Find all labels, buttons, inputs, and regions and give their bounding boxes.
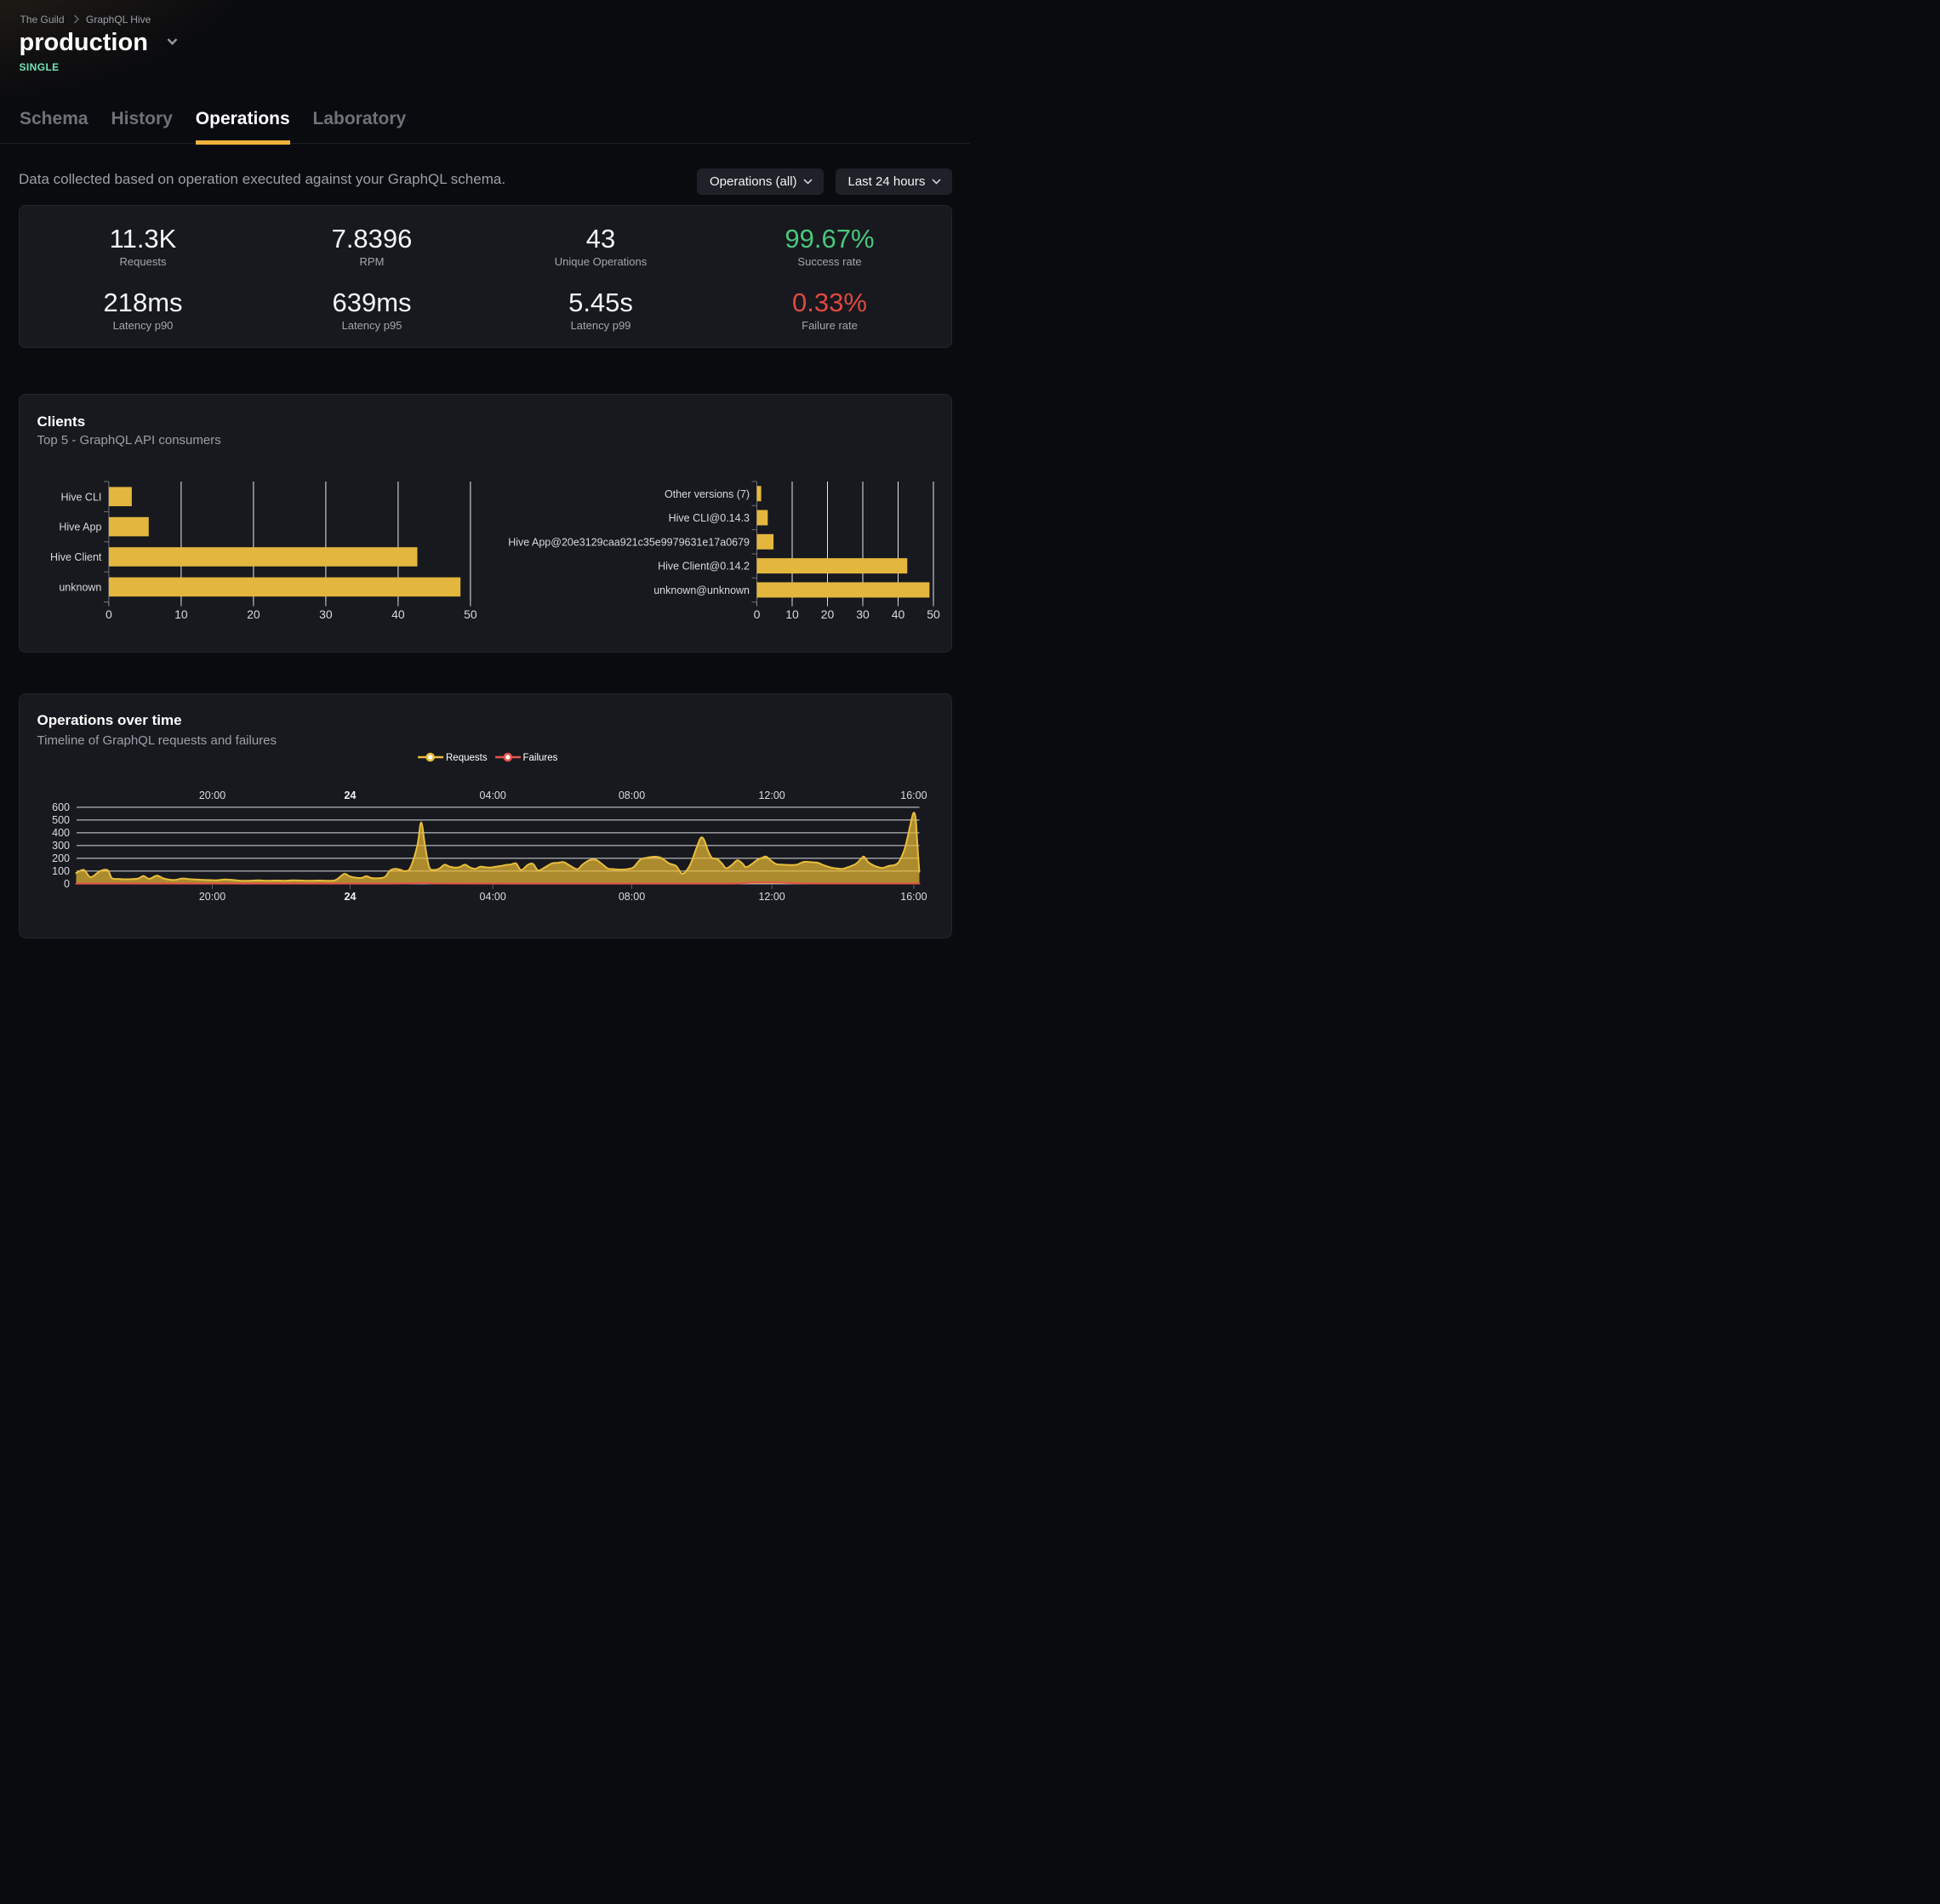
svg-text:0: 0 <box>64 878 70 890</box>
svg-text:Hive CLI: Hive CLI <box>60 491 101 503</box>
svg-text:0: 0 <box>106 607 112 621</box>
svg-text:20: 20 <box>247 607 260 621</box>
svg-text:Hive App@20e3129caa921c35e9979: Hive App@20e3129caa921c35e9979631e17a067… <box>508 536 750 548</box>
svg-text:16:00: 16:00 <box>900 891 927 903</box>
svg-text:40: 40 <box>391 607 405 621</box>
svg-text:500: 500 <box>52 814 70 826</box>
svg-text:unknown: unknown <box>59 582 101 594</box>
svg-text:04:00: 04:00 <box>479 891 505 903</box>
svg-text:0: 0 <box>753 607 760 621</box>
svg-text:40: 40 <box>891 607 904 621</box>
svg-text:08:00: 08:00 <box>618 790 644 801</box>
svg-text:12:00: 12:00 <box>758 790 785 801</box>
svg-text:12:00: 12:00 <box>758 891 785 903</box>
svg-text:24: 24 <box>344 891 356 903</box>
svg-text:20: 20 <box>820 607 834 621</box>
svg-text:600: 600 <box>52 801 70 813</box>
svg-text:30: 30 <box>856 607 870 621</box>
svg-text:50: 50 <box>927 607 940 621</box>
svg-text:08:00: 08:00 <box>618 891 644 903</box>
svg-text:Failures: Failures <box>522 753 557 763</box>
svg-text:Hive CLI@0.14.3: Hive CLI@0.14.3 <box>668 512 749 524</box>
svg-text:300: 300 <box>52 840 70 852</box>
svg-text:10: 10 <box>174 607 188 621</box>
svg-text:Requests: Requests <box>446 753 488 763</box>
svg-text:16:00: 16:00 <box>900 790 927 801</box>
svg-text:Hive Client@0.14.2: Hive Client@0.14.2 <box>658 561 750 573</box>
svg-text:30: 30 <box>319 607 333 621</box>
svg-text:24: 24 <box>344 790 356 801</box>
svg-text:unknown@unknown: unknown@unknown <box>653 584 750 596</box>
svg-text:20:00: 20:00 <box>198 790 225 801</box>
svg-text:Other versions (7): Other versions (7) <box>664 488 749 500</box>
svg-text:100: 100 <box>52 865 70 877</box>
svg-text:20:00: 20:00 <box>198 891 225 903</box>
svg-text:10: 10 <box>785 607 799 621</box>
svg-text:Hive App: Hive App <box>59 522 101 533</box>
svg-text:200: 200 <box>52 852 70 864</box>
svg-text:50: 50 <box>464 607 477 621</box>
svg-text:400: 400 <box>52 827 70 839</box>
svg-text:04:00: 04:00 <box>479 790 505 801</box>
svg-text:Hive Client: Hive Client <box>49 551 101 563</box>
